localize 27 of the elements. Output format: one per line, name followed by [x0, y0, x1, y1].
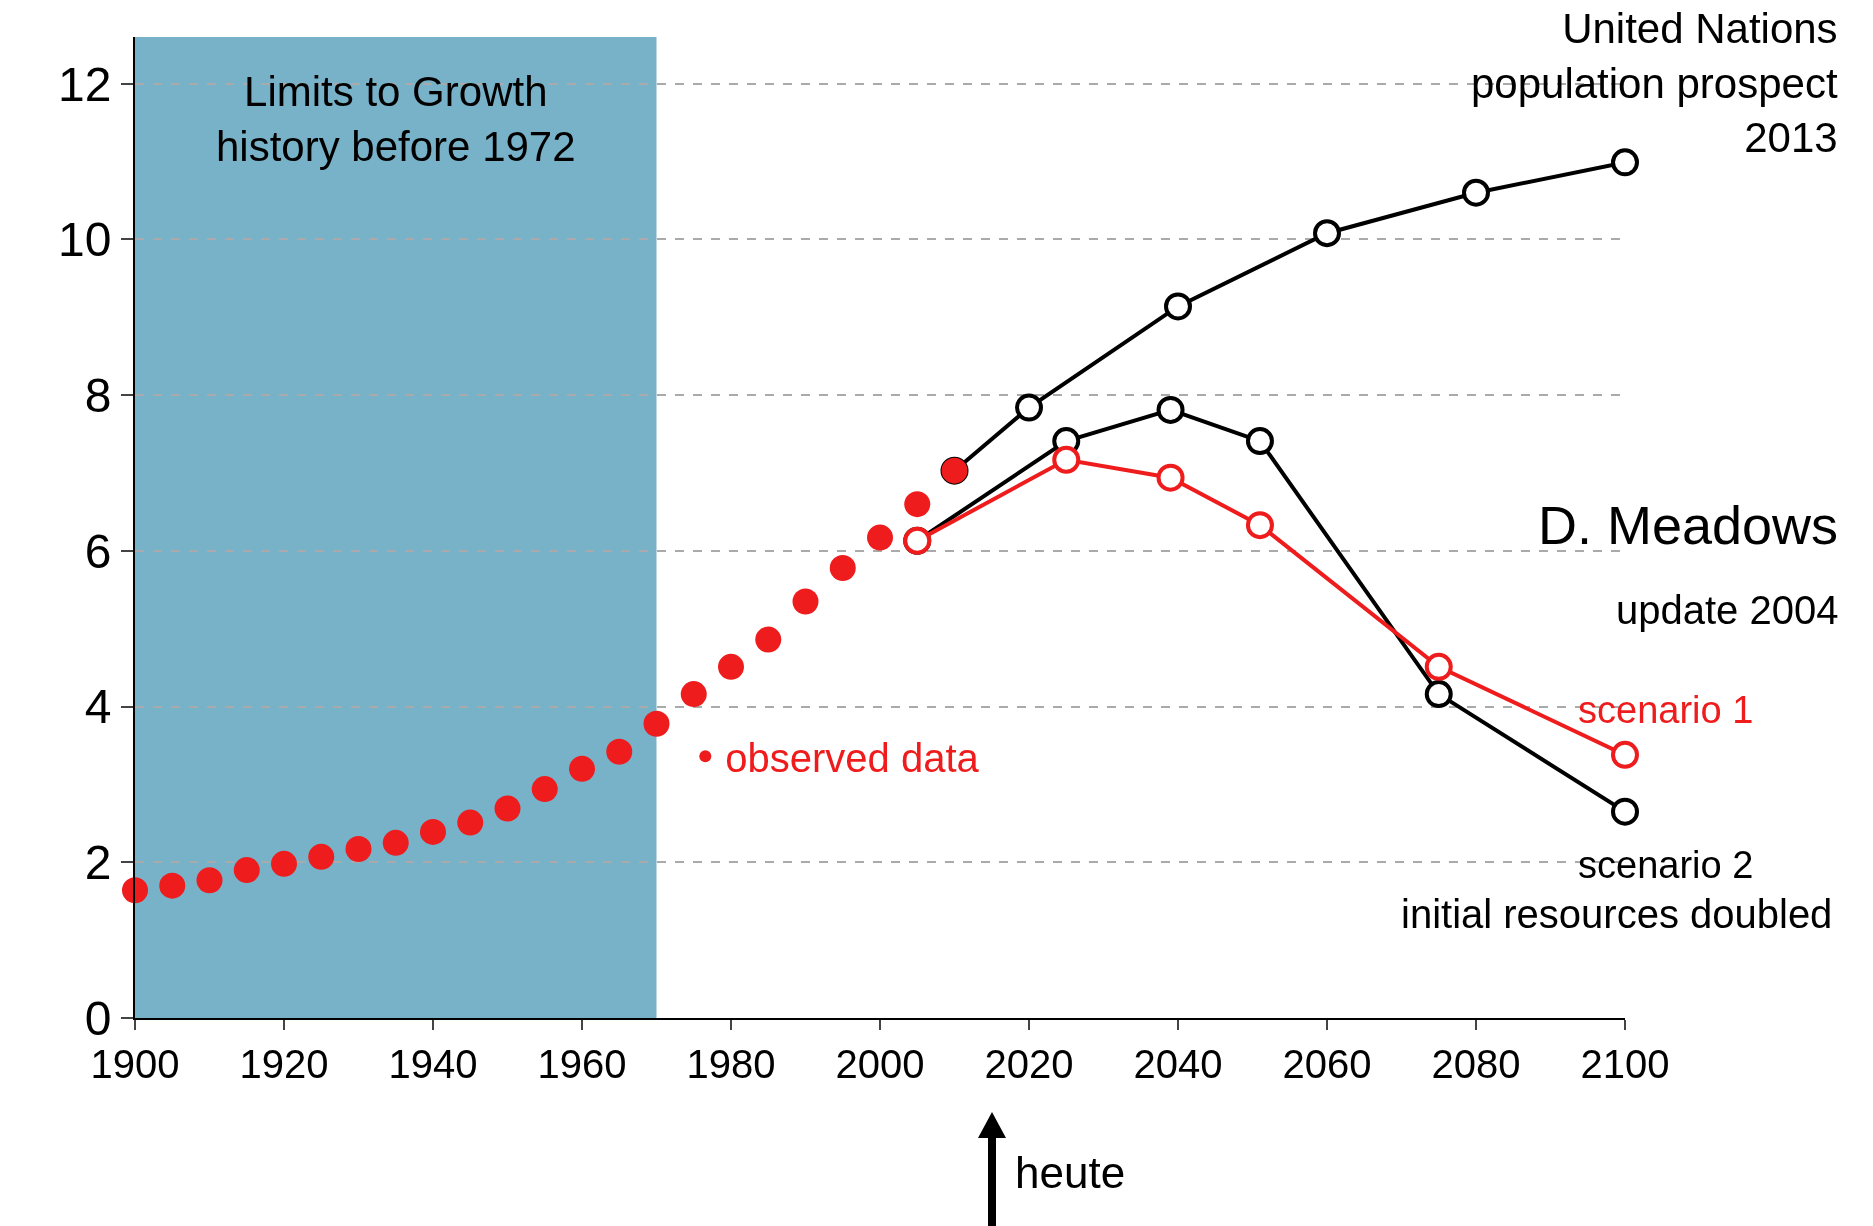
x-tick-label: 1980 — [686, 1042, 776, 1086]
y-tick-label: 2 — [84, 836, 112, 890]
annotation: initial resources doubled — [1401, 892, 1833, 936]
annotation: United Nations population prospect 2013 — [1471, 5, 1838, 162]
y-tick-label: 10 — [58, 213, 112, 267]
x-tick-label: 1920 — [239, 1042, 329, 1086]
x-tick-label: 2020 — [984, 1042, 1074, 1086]
x-tick-label: 2100 — [1580, 1042, 1670, 1086]
band-label: Limits to Growth history before 1972 — [216, 68, 576, 170]
x-tick-label: 2040 — [1133, 1042, 1223, 1086]
x-tick-label: 1940 — [388, 1042, 478, 1086]
x-tick-label: 1900 — [90, 1042, 180, 1086]
y-tick-label: 8 — [84, 368, 112, 422]
y-tick-label: 12 — [58, 57, 112, 111]
series-label: scenario 2 — [1578, 844, 1754, 886]
legend-label: observed data — [725, 735, 980, 780]
text: heute — [1015, 1148, 1126, 1197]
annotation: D. Meadows — [1538, 495, 1839, 555]
y-tick-label: 4 — [84, 680, 112, 734]
series-label: scenario 1 — [1578, 689, 1754, 731]
y-tick-label: 0 — [84, 991, 112, 1045]
y-tick-label: 6 — [84, 524, 112, 578]
x-tick-label: 2060 — [1282, 1042, 1372, 1086]
x-tick-label: 2000 — [835, 1042, 925, 1086]
x-tick-label: 1960 — [537, 1042, 627, 1086]
x-tick-label: 2080 — [1431, 1042, 1521, 1086]
annotation: update 2004 — [1616, 588, 1839, 632]
